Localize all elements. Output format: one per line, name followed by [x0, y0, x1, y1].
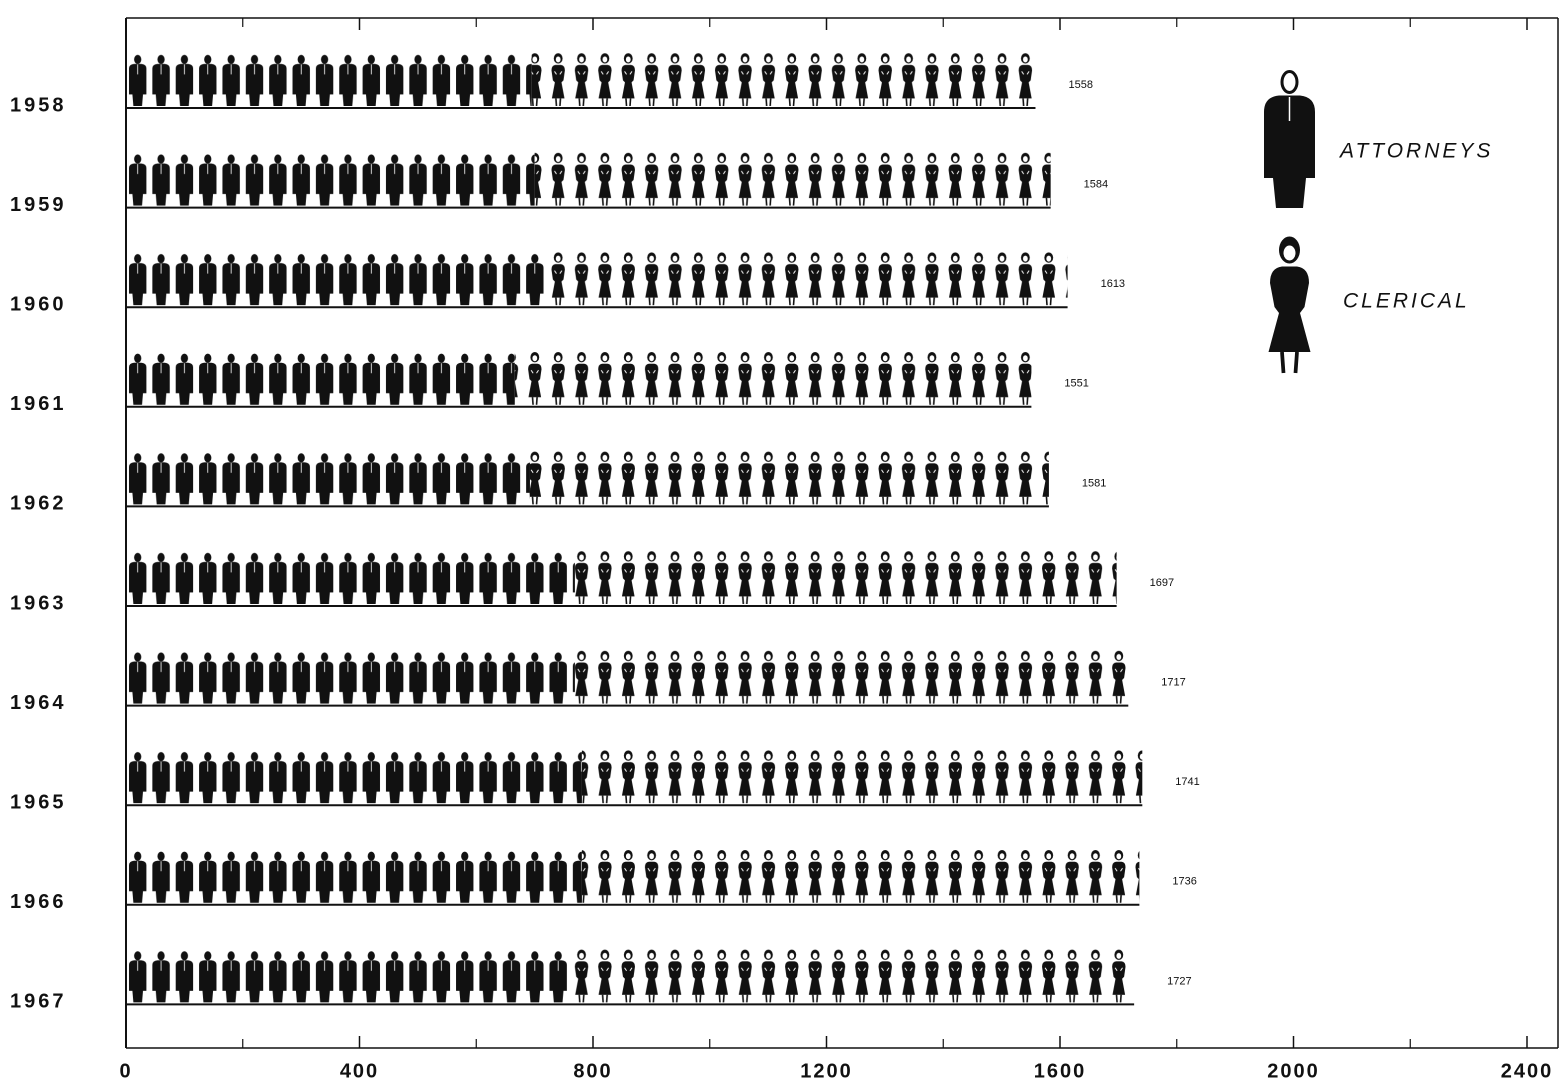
total-label: 1727	[1167, 975, 1191, 987]
x-tick-label: 1600	[1034, 1060, 1087, 1082]
x-tick-label: 800	[573, 1060, 612, 1082]
total-label: 1697	[1150, 577, 1174, 589]
pictogram-segment	[567, 946, 1135, 1003]
x-tick-label: 1200	[800, 1060, 853, 1082]
pictogram-segment	[126, 50, 532, 106]
pictogram-segment	[126, 647, 575, 704]
pictogram-segment	[126, 548, 575, 604]
pictogram-segment	[126, 249, 549, 306]
total-label: 1741	[1175, 776, 1199, 788]
pictogram-segment	[574, 647, 1129, 704]
pictogram-segment	[126, 348, 515, 405]
legend-label: CLERICAL	[1343, 290, 1470, 313]
pictogram-segment	[548, 249, 1068, 306]
x-tick-label: 2000	[1267, 1060, 1320, 1082]
y-tick-label: 1962	[10, 493, 67, 515]
total-label: 1613	[1101, 278, 1125, 290]
legend-icon-attorneys	[1264, 70, 1315, 208]
pictogram-segment	[574, 548, 1117, 604]
x-tick-label: 2400	[1501, 1060, 1554, 1082]
pictogram-segment	[126, 747, 582, 804]
pictogram-segment	[581, 846, 1140, 903]
y-tick-label: 1959	[10, 194, 67, 216]
y-tick-label: 1963	[10, 592, 67, 614]
total-label: 1717	[1161, 677, 1185, 689]
pictogram-segment	[126, 448, 530, 505]
pictogram-segment	[534, 149, 1051, 206]
y-tick-label: 1964	[10, 692, 67, 714]
pictogram-segment	[531, 50, 1036, 106]
pictogram-segment	[126, 846, 582, 903]
pictogram-segment	[581, 747, 1143, 804]
y-tick-label: 1961	[10, 393, 67, 415]
y-tick-label: 1960	[10, 293, 67, 315]
y-tick-label: 1965	[10, 791, 67, 813]
pictogram-segment	[126, 946, 568, 1003]
total-label: 1584	[1084, 179, 1108, 191]
x-tick-label: 0	[119, 1060, 132, 1082]
pictogram-segment	[126, 149, 535, 206]
legend: ATTORNEYS CLERICAL	[1264, 70, 1493, 374]
pictogram-segment	[514, 348, 1032, 405]
total-label: 1558	[1068, 79, 1092, 91]
y-tick-label: 1958	[10, 94, 67, 116]
x-tick-label: 400	[340, 1060, 379, 1082]
y-tick-label: 1966	[10, 891, 67, 913]
total-label: 1736	[1172, 876, 1196, 888]
pictogram-segment	[529, 448, 1049, 505]
legend-icon-clerical	[1268, 236, 1311, 374]
legend-label: ATTORNEYS	[1338, 140, 1493, 163]
y-tick-label: 1967	[10, 991, 67, 1013]
total-label: 1551	[1064, 378, 1088, 390]
total-label: 1581	[1082, 477, 1106, 489]
